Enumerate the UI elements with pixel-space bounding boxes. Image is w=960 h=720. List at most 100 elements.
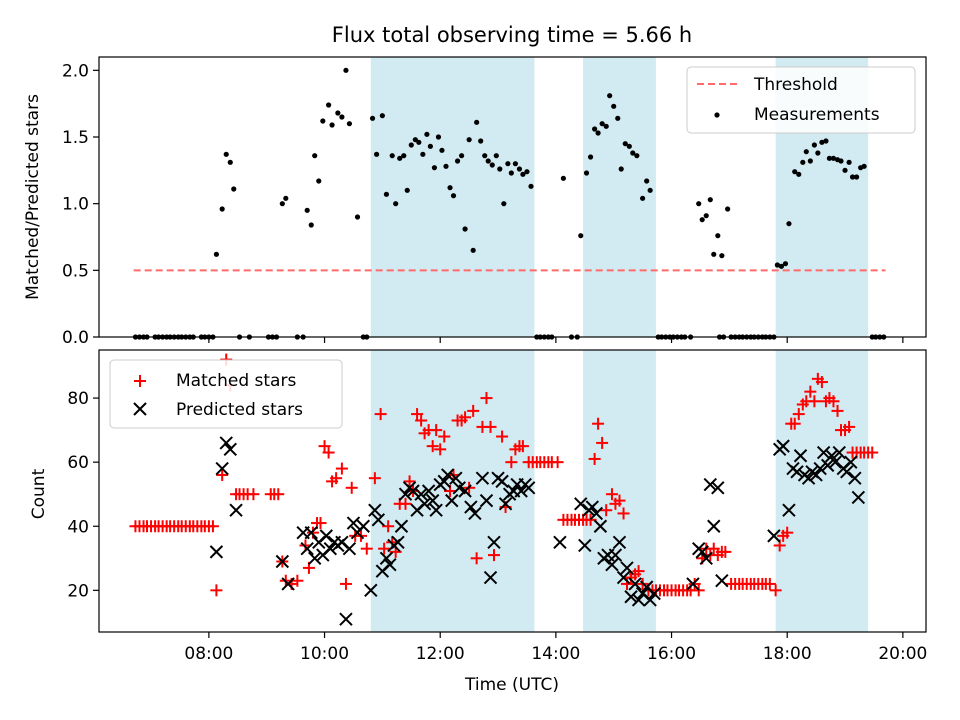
measurement-point	[520, 171, 526, 177]
measurement-point	[447, 185, 453, 191]
predicted-star-point	[616, 570, 631, 585]
matched-star-point	[596, 436, 609, 449]
measurement-point	[354, 214, 361, 220]
measurement-point	[516, 166, 523, 172]
measurement-point	[560, 175, 566, 181]
x-tick-label: 20:00	[878, 644, 927, 664]
measurement-point	[427, 143, 433, 149]
matched-star-point	[314, 517, 327, 530]
measurement-point	[408, 142, 414, 148]
predicted-star-point	[514, 484, 528, 498]
measurement-point	[493, 153, 499, 159]
x-tick-label: 08:00	[184, 644, 233, 664]
predicted-star-point	[793, 449, 808, 463]
matched-star-point	[484, 420, 497, 433]
predicted-star-point	[813, 461, 827, 476]
measurement-point	[223, 151, 229, 157]
matched-star-point	[322, 446, 335, 459]
predicted-star-point	[356, 519, 371, 533]
predicted-star-point	[398, 487, 413, 501]
measurement-point	[474, 119, 480, 125]
measurement-point	[803, 149, 809, 155]
measurement-point	[470, 247, 476, 253]
top-panel: 0.00.51.01.52.0 Matched/Predicted stars …	[23, 56, 927, 348]
predicted-star-point	[300, 541, 314, 556]
x-tick-label: 10:00	[300, 644, 349, 664]
top-y-axis: 0.0 0.5 1.0 1.5 2.0	[62, 61, 99, 348]
measurement-point	[634, 153, 640, 159]
measurement-point	[325, 102, 332, 108]
predicted-star-point	[767, 529, 781, 543]
measurement-point	[583, 170, 590, 176]
measurement-point	[435, 134, 442, 140]
measurement-point	[227, 159, 233, 165]
measurement-point	[603, 123, 609, 129]
x-tick-label: 18:00	[763, 644, 812, 664]
matched-star-point	[551, 456, 564, 469]
measurement-point	[404, 187, 410, 193]
measurement-point	[707, 197, 713, 203]
measurement-point	[528, 183, 534, 189]
top-legend-box	[686, 66, 916, 134]
predicted-star-point	[790, 465, 804, 479]
matched-star-point	[843, 420, 856, 433]
predicted-star-point	[342, 541, 357, 556]
legend-matched-label: Matched stars	[176, 371, 296, 391]
legend-matched-swatch	[134, 375, 146, 387]
measurement-point	[316, 178, 322, 184]
predicted-star-point	[421, 484, 436, 498]
bottom-y-tick-label: 80	[67, 389, 89, 409]
predicted-star-point	[699, 551, 713, 566]
matched-star-point	[318, 440, 331, 453]
predicted-star-point	[223, 442, 237, 457]
matched-star-point	[763, 577, 776, 590]
predicted-star-point	[458, 484, 472, 498]
predicted-star-point	[275, 554, 290, 569]
chart-title: Flux total observing time = 5.66 h	[332, 23, 692, 47]
measurement-point	[231, 186, 237, 192]
matched-star-point	[808, 395, 821, 408]
bottom-plot-area	[129, 353, 879, 626]
predicted-star-point	[695, 545, 709, 559]
legend-measurements-label: Measurements	[754, 105, 880, 125]
predicted-star-point	[281, 577, 295, 591]
matched-star-point	[438, 430, 451, 443]
predicted-star-point	[851, 490, 866, 505]
predicted-star-point	[383, 557, 397, 572]
predicted-star-point	[417, 497, 432, 511]
matched-star-point	[360, 542, 373, 555]
predicted-star-point	[578, 538, 592, 553]
measurement-point	[512, 161, 518, 167]
measurement-point	[312, 153, 318, 159]
measurement-point	[719, 253, 725, 259]
matched-star-point	[719, 545, 732, 558]
measurement-point	[861, 163, 867, 169]
predicted-star-point	[449, 471, 463, 485]
matched-star-point	[707, 542, 720, 555]
matched-star-point	[632, 565, 645, 578]
measurement-point	[782, 261, 789, 267]
predicted-star-point	[479, 493, 494, 508]
predicted-star-point	[445, 493, 459, 508]
predicted-star-point	[553, 535, 567, 549]
matched-star-point	[415, 414, 428, 427]
matched-star-point	[588, 452, 601, 465]
predicted-star-point	[219, 436, 233, 450]
measurement-point	[830, 155, 837, 161]
measurement-point	[213, 251, 219, 257]
matched-star-point	[374, 408, 387, 421]
matched-star-point	[272, 488, 285, 501]
matched-star-point	[804, 385, 817, 398]
measurement-point	[587, 154, 594, 160]
legend-threshold-label: Threshold	[753, 75, 838, 95]
matched-star-point	[459, 411, 472, 424]
predicted-star-point	[304, 525, 318, 540]
top-shaded-region-1	[583, 57, 656, 337]
bottom-axes-frame	[98, 349, 927, 633]
matched-star-point	[403, 475, 416, 488]
predicted-star-point	[647, 586, 661, 601]
predicted-star-point	[801, 471, 816, 485]
predicted-star-point	[394, 519, 409, 533]
predicted-star-point	[686, 577, 700, 591]
predicted-star-point	[323, 541, 338, 556]
